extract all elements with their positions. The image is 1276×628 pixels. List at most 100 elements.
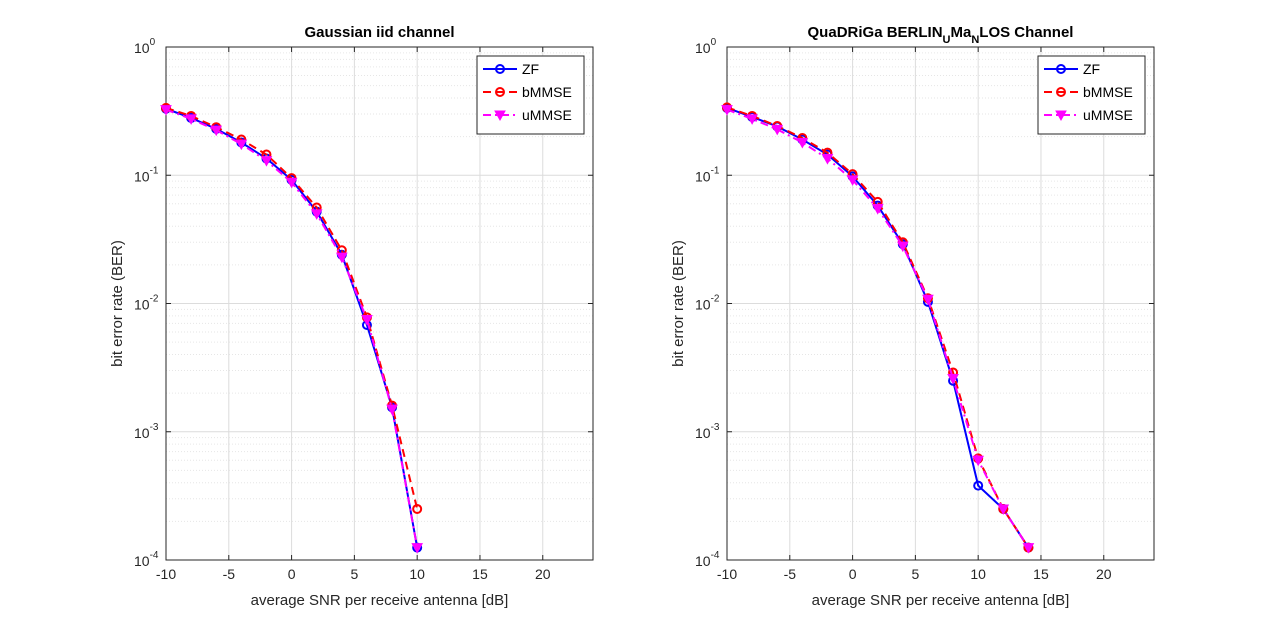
y-tick-label: 100: [134, 37, 156, 56]
x-tick-label: 5: [911, 566, 919, 582]
y-tick-exponent: 0: [711, 37, 717, 48]
series-ummse: [160, 105, 424, 554]
data-point: [185, 114, 197, 125]
x-tick-label: 10: [970, 566, 986, 582]
y-tick-exponent: -4: [150, 550, 159, 561]
legend-label: uMMSE: [1083, 107, 1133, 123]
y-tick-base: 10: [695, 168, 711, 184]
x-tick-label: 5: [350, 566, 358, 582]
data-point: [285, 177, 298, 189]
y-tick-label: 100: [695, 37, 717, 56]
data-point: [412, 503, 423, 514]
data-point: [721, 105, 733, 116]
x-axis-label: average SNR per receive antenna [dB]: [812, 592, 1070, 609]
x-tick-label: 0: [849, 566, 857, 582]
data-point: [871, 204, 884, 215]
y-tick-label: 10-1: [134, 165, 159, 184]
data-point: [771, 124, 784, 136]
chart-title: Gaussian iid channel: [304, 24, 454, 41]
data-point: [235, 139, 248, 151]
y-tick-base: 10: [134, 553, 150, 569]
y-tick-base: 10: [695, 553, 711, 569]
data-point: [846, 175, 859, 186]
data-point: [386, 404, 398, 416]
data-point: [896, 241, 909, 253]
x-tick-label: -5: [223, 566, 236, 582]
legend-marker: [495, 87, 505, 97]
legend-label: uMMSE: [522, 107, 572, 123]
legend: ZF bMMSE uMMSE: [1037, 55, 1146, 135]
data-point: [310, 209, 323, 220]
legend-label: bMMSE: [522, 84, 572, 100]
legend-label: bMMSE: [1083, 84, 1133, 100]
data-point: [796, 138, 809, 149]
y-tick-base: 10: [134, 40, 150, 56]
data-point: [922, 294, 934, 306]
y-tick-exponent: -3: [711, 422, 720, 433]
x-tick-label: 15: [472, 566, 488, 582]
data-point: [746, 114, 758, 125]
y-tick-label: 10-4: [695, 550, 720, 569]
chart-quadriga: -10 -5 0 5 10 15 2010-410-310-210-1100average …: [670, 24, 1155, 609]
legend-item-zf: ZF: [483, 61, 539, 77]
y-tick-base: 10: [695, 425, 711, 441]
data-point: [1022, 543, 1035, 554]
chart-gaussian-iid: -10 -5 0 5 10 15 2010-410-310-210-1100average …: [109, 24, 594, 609]
y-tick-exponent: -2: [711, 294, 720, 305]
chart-title: QuaDRiGa BERLINUMaNLOS Channel: [808, 24, 1074, 46]
legend-item-ummse: uMMSE: [1044, 107, 1133, 123]
y-axis-label: bit error rate (BER): [670, 240, 687, 367]
data-point: [821, 154, 834, 165]
title-subscript: U: [943, 34, 951, 46]
x-axis-label: average SNR per receive antenna [dB]: [251, 592, 509, 609]
legend-marker: [495, 64, 505, 74]
y-tick-exponent: -1: [711, 165, 720, 176]
y-tick-exponent: -1: [150, 165, 159, 176]
y-tick-label: 10-4: [134, 550, 159, 569]
data-point: [160, 105, 172, 116]
title-part: LOS Channel: [979, 24, 1073, 41]
legend-item-bmmse: bMMSE: [1044, 84, 1133, 100]
x-tick-label: 10: [409, 566, 425, 582]
data-point: [972, 455, 985, 467]
y-axis-label: bit error rate (BER): [109, 240, 126, 367]
y-tick-label: 10-3: [134, 422, 159, 441]
y-tick-base: 10: [695, 40, 711, 56]
data-point: [947, 374, 959, 385]
data-point: [973, 480, 984, 491]
y-tick-label: 10-3: [695, 422, 720, 441]
y-tick-exponent: -3: [150, 422, 159, 433]
series-ummse: [721, 105, 1035, 554]
y-tick-base: 10: [695, 297, 711, 313]
data-point: [361, 315, 373, 326]
legend-item-ummse: uMMSE: [483, 107, 572, 123]
title-part: QuaDRiGa BERLIN: [808, 24, 943, 41]
data-point: [210, 125, 223, 137]
legend: ZF bMMSE uMMSE: [476, 55, 585, 135]
y-tick-label: 10-2: [695, 294, 720, 313]
y-tick-exponent: 0: [150, 37, 156, 48]
x-tick-label: 20: [535, 566, 551, 582]
legend-label: ZF: [522, 61, 539, 77]
legend-marker: [1055, 110, 1067, 122]
x-tick-label: 0: [288, 566, 296, 582]
y-tick-base: 10: [134, 168, 150, 184]
y-tick-label: 10-2: [134, 294, 159, 313]
y-tick-exponent: -4: [711, 550, 720, 561]
legend-marker: [494, 110, 506, 122]
data-point: [260, 156, 273, 167]
legend-marker: [1056, 87, 1066, 97]
data-point: [411, 543, 424, 554]
y-tick-base: 10: [134, 297, 150, 313]
y-tick-label: 10-1: [695, 165, 720, 184]
x-tick-label: -10: [717, 566, 737, 582]
y-tick-exponent: -2: [150, 294, 159, 305]
legend-label: ZF: [1083, 61, 1100, 77]
x-tick-label: 15: [1033, 566, 1049, 582]
x-tick-label: -5: [784, 566, 797, 582]
y-tick-base: 10: [134, 425, 150, 441]
legend-marker: [1056, 64, 1066, 74]
legend-item-zf: ZF: [1044, 61, 1100, 77]
x-tick-label: 20: [1096, 566, 1112, 582]
